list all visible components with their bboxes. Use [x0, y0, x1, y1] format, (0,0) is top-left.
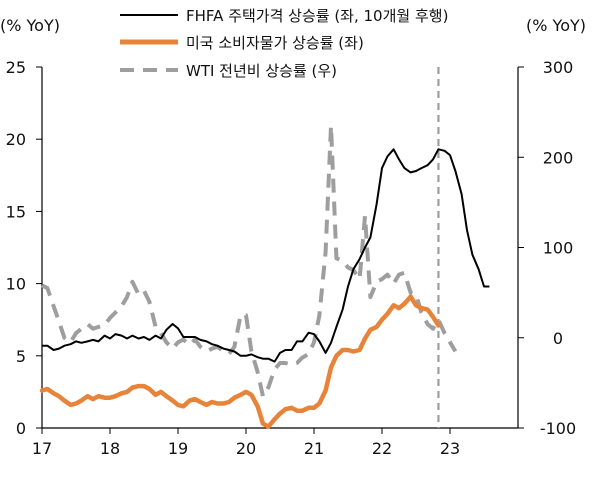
right-tick-label: -100 [540, 419, 576, 438]
plot-area [39, 67, 490, 429]
right-tick-label: 100 [543, 239, 574, 258]
x-tick-label: 19 [168, 439, 188, 458]
right-tick-label: 300 [543, 58, 574, 77]
legend-label-fhfa: FHFA 주택가격 상승률 (좌, 10개월 후행) [186, 7, 448, 25]
right-tick-label: 0 [553, 329, 563, 348]
left-tick-label: 25 [6, 58, 26, 77]
left-tick-label: 15 [6, 202, 26, 221]
right-tick-label: 200 [543, 148, 574, 167]
x-tick-label: 22 [372, 439, 392, 458]
x-tick-label: 20 [236, 439, 256, 458]
x-tick-label: 21 [304, 439, 324, 458]
legend: FHFA 주택가격 상승률 (좌, 10개월 후행) 미국 소비자물가 상승률 … [120, 7, 448, 80]
series-line-wti [41, 123, 458, 399]
axes: 0 5 10 15 20 25 -100 0 100 200 300 17 18 19 20 21 22 23 [6, 58, 577, 458]
x-tick-label: 18 [100, 439, 120, 458]
right-axis-unit-label: (% YoY) [526, 16, 586, 35]
left-axis-unit-label: (% YoY) [0, 16, 60, 35]
left-tick-label: 20 [6, 130, 26, 149]
series-line-fhfa [42, 148, 490, 363]
left-tick-label: 0 [16, 419, 26, 438]
left-tick-label: 10 [6, 275, 26, 294]
left-tick-label: 5 [16, 347, 26, 366]
series-line-cpi [39, 294, 441, 429]
x-tick-label: 17 [32, 439, 52, 458]
x-tick-label: 23 [440, 439, 460, 458]
legend-label-wti: WTI 전년비 상승률 (우) [186, 62, 337, 80]
legend-label-cpi: 미국 소비자물가 상승률 (좌) [186, 34, 364, 52]
